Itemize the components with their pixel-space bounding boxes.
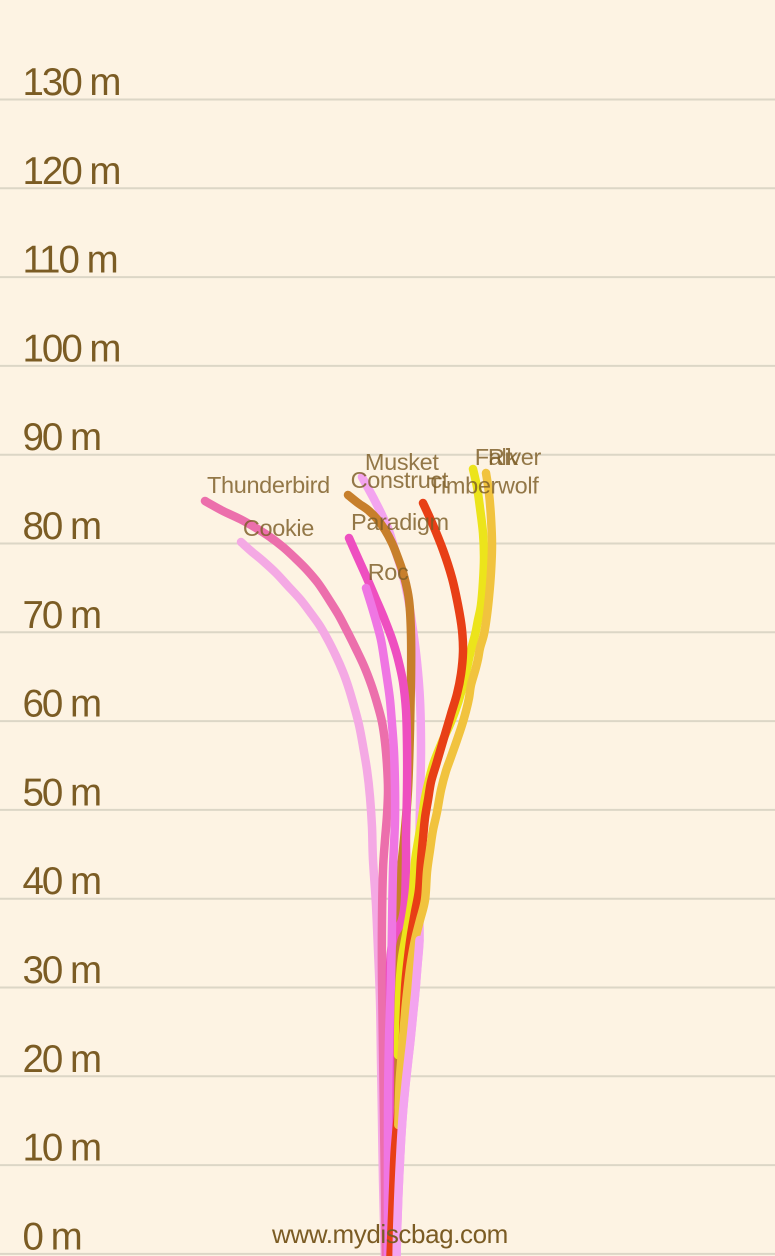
svg-text:Thunderbird: Thunderbird xyxy=(207,472,330,498)
svg-text:Construct: Construct xyxy=(351,467,449,493)
svg-text:60 m: 60 m xyxy=(23,683,101,726)
svg-text:Falk: Falk xyxy=(475,444,519,470)
svg-text:Timberwolf: Timberwolf xyxy=(428,473,539,499)
svg-text:River: River xyxy=(488,444,542,470)
svg-text:130 m: 130 m xyxy=(23,61,120,104)
svg-text:10 m: 10 m xyxy=(23,1127,101,1170)
svg-text:50 m: 50 m xyxy=(23,771,101,814)
svg-text:70 m: 70 m xyxy=(23,594,101,637)
svg-text:90 m: 90 m xyxy=(23,416,101,459)
svg-text:20 m: 20 m xyxy=(23,1038,101,1081)
svg-text:Musket: Musket xyxy=(365,449,439,475)
svg-text:80 m: 80 m xyxy=(23,505,101,548)
svg-text:Cookie: Cookie xyxy=(243,515,314,541)
svg-text:40 m: 40 m xyxy=(23,860,101,903)
svg-text:www.mydiscbag.com: www.mydiscbag.com xyxy=(271,1219,508,1249)
svg-text:0 m: 0 m xyxy=(23,1215,81,1256)
svg-text:30 m: 30 m xyxy=(23,949,101,992)
svg-text:100 m: 100 m xyxy=(23,327,120,370)
svg-text:Roc: Roc xyxy=(368,559,409,585)
svg-text:Paradigm: Paradigm xyxy=(351,509,449,535)
svg-text:110 m: 110 m xyxy=(23,239,117,282)
svg-text:120 m: 120 m xyxy=(23,150,120,193)
